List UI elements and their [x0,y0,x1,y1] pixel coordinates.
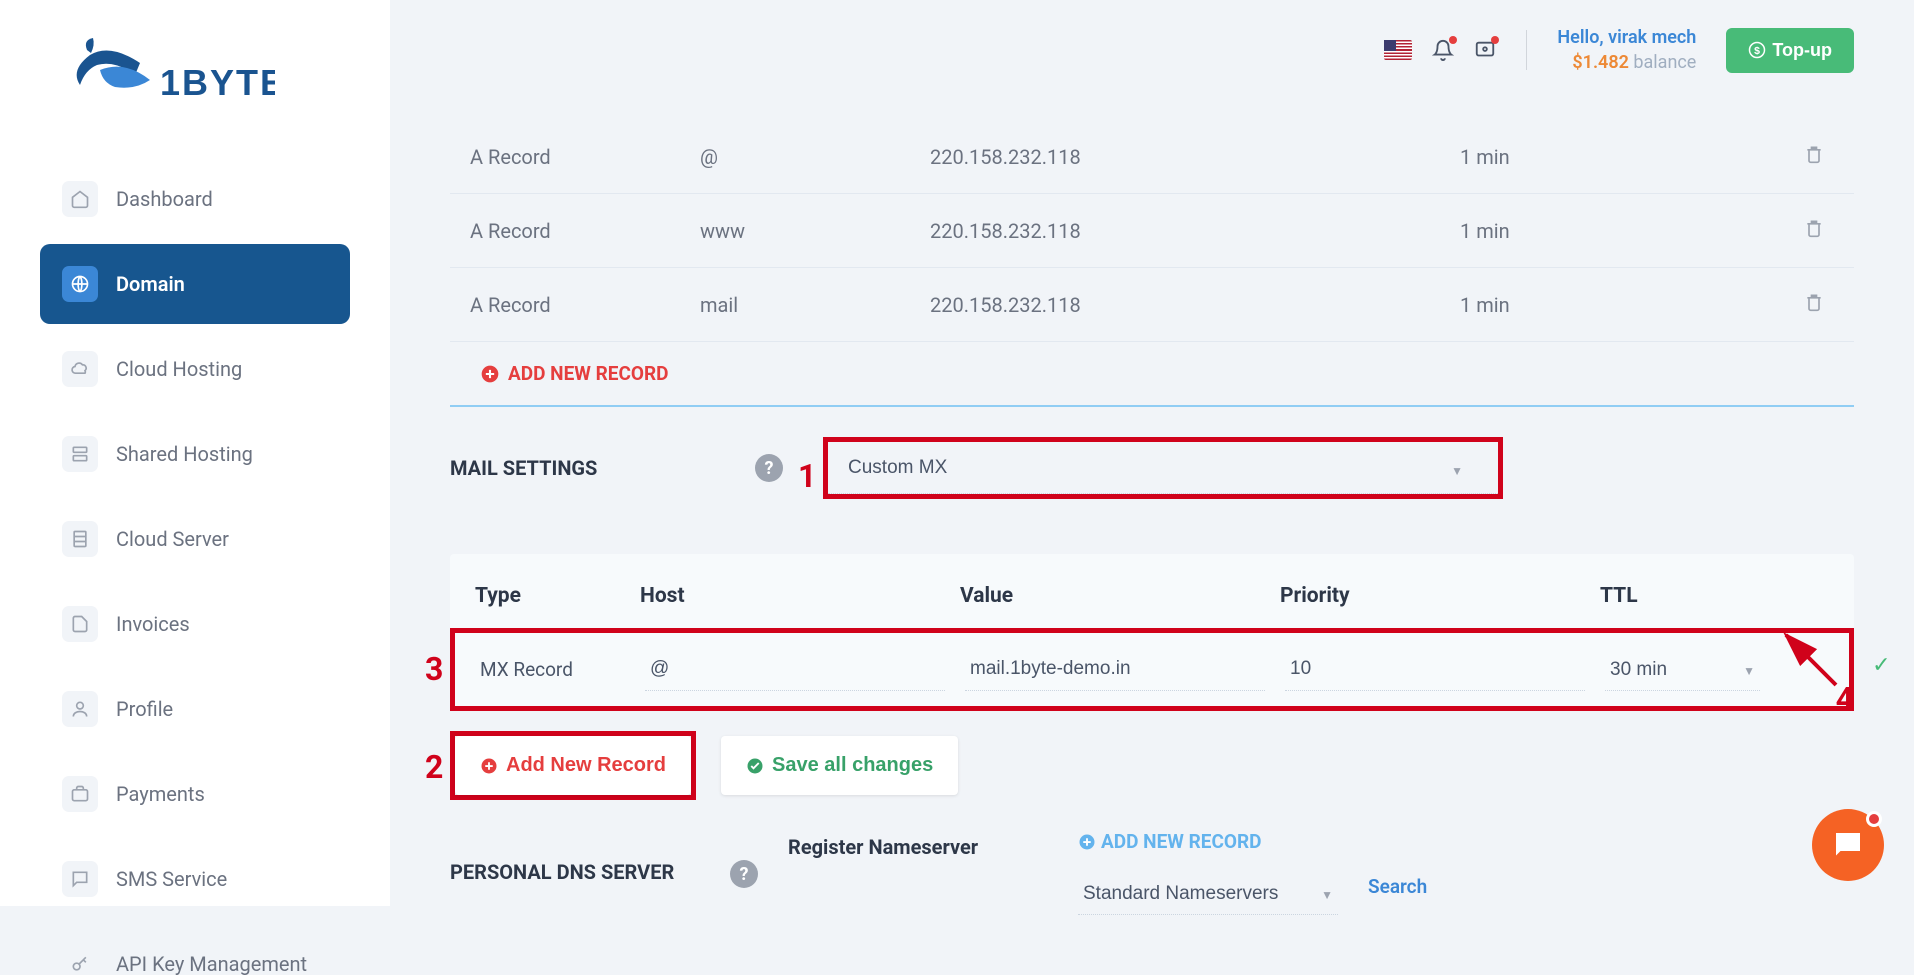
dns-record-row: A Record mail 220.158.232.118 1 min [450,268,1854,342]
topup-button[interactable]: $ Top-up [1726,28,1854,73]
nameserver-select[interactable]: Standard Nameservers [1078,873,1338,915]
mx-header-row: Type Host Value Priority TTL [450,554,1854,628]
sidebar-item-domain[interactable]: Domain [40,244,350,324]
greeting-text: Hello, virak mech [1557,25,1696,50]
chat-fab-button[interactable] [1812,809,1884,881]
annotation-3-wrap: 3 MX Record 30 min ▼ ✓ ✕ [450,628,1854,711]
sidebar-item-label: Dashboard [116,187,213,211]
mail-type-select[interactable]: Custom MX [828,442,1498,494]
sidebar-item-cloud-hosting[interactable]: Cloud Hosting [40,329,350,409]
sidebar-item-label: Shared Hosting [116,442,253,466]
dns-ttl: 1 min [1460,145,1670,169]
sidebar-item-cloud-server[interactable]: Cloud Server [40,499,350,579]
delete-icon[interactable] [1804,218,1824,243]
dns-server-section: PERSONAL DNS SERVER ? Register Nameserve… [450,800,1854,945]
file-icon [62,606,98,642]
col-host: Host [640,584,960,608]
confirm-icon[interactable]: ✓ [1872,653,1890,678]
cloud-icon [62,351,98,387]
mx-value-input[interactable] [965,648,1265,691]
col-ttl: TTL [1600,584,1829,608]
home-icon [62,181,98,217]
topbar: Hello, virak mech $1.482 balance $ Top-u… [390,0,1914,90]
sidebar: 1BYTE Dashboard Domain Cloud Hosting Shared… [0,0,390,906]
user-info: Hello, virak mech $1.482 balance [1557,25,1696,75]
mail-settings-label: MAIL SETTINGS [450,456,730,480]
mx-record-row: MX Record 30 min ▼ [455,633,1849,706]
balance-amount: $1.482 [1572,52,1629,73]
sidebar-item-label: SMS Service [116,867,227,891]
svg-text:1BYTE: 1BYTE [160,62,275,103]
sidebar-item-label: Cloud Hosting [116,357,242,381]
help-icon[interactable]: ? [755,454,783,482]
delete-icon[interactable] [1804,292,1824,317]
register-ns-label: Register Nameserver [788,835,1048,859]
mx-button-row: 2 Add New Record Save all changes [450,731,1854,800]
sidebar-item-label: Payments [116,782,205,806]
sidebar-item-profile[interactable]: Profile [40,669,350,749]
dns-type: A Record [470,293,700,317]
search-link[interactable]: Search [1368,875,1427,898]
notification-bell-icon[interactable] [1432,39,1454,61]
annotation-1-number: 1 [798,457,816,495]
add-ns-record-link[interactable]: ADD NEW RECORD [1078,830,1338,853]
dns-host: mail [700,293,930,317]
annotation-3-number: 3 [425,650,443,688]
server-stack-icon [62,436,98,472]
sidebar-item-invoices[interactable]: Invoices [40,584,350,664]
dns-value: 220.158.232.118 [930,145,1460,169]
sidebar-item-label: Profile [116,697,173,721]
mx-type-value: MX Record [480,658,645,681]
help-icon[interactable]: ? [730,860,758,888]
dns-type: A Record [470,145,700,169]
annotation-4: 4 [1836,680,1854,718]
annotation-2: Add New Record [450,731,696,800]
save-changes-button[interactable]: Save all changes [721,736,958,795]
mx-records-table: Type Host Value Priority TTL 3 MX Record… [450,554,1854,711]
col-priority: Priority [1280,584,1600,608]
sidebar-item-label: Invoices [116,612,190,636]
briefcase-icon [62,776,98,812]
mx-ttl-select[interactable]: 30 min [1605,649,1760,691]
user-icon [62,691,98,727]
brand-logo[interactable]: 1BYTE [65,35,350,124]
mx-host-input[interactable] [645,648,945,691]
chat-icon [62,861,98,897]
delete-icon[interactable] [1804,144,1824,169]
annotation-2-number: 2 [425,748,443,786]
rack-icon [62,521,98,557]
svg-text:$: $ [1754,45,1760,57]
dns-host: @ [700,145,930,169]
mail-settings-row: MAIL SETTINGS ? 1 Custom MX ▼ [450,407,1854,529]
dns-host: www [700,219,930,243]
dns-value: 220.158.232.118 [930,293,1460,317]
col-type: Type [475,584,640,608]
divider [1526,30,1527,70]
dns-type: A Record [470,219,700,243]
balance-label: balance [1633,52,1696,73]
sidebar-item-label: Domain [116,272,185,296]
dns-value: 220.158.232.118 [930,219,1460,243]
add-mx-record-button[interactable]: Add New Record [455,736,691,795]
col-value: Value [960,584,1280,608]
add-dns-record-link[interactable]: ADD NEW RECORD [450,342,1854,407]
annotation-1: 1 Custom MX ▼ [823,437,1503,499]
dns-server-label: PERSONAL DNS SERVER [450,830,700,884]
dns-record-row: A Record www 220.158.232.118 1 min [450,194,1854,268]
sidebar-item-dashboard[interactable]: Dashboard [40,159,350,239]
sidebar-item-shared-hosting[interactable]: Shared Hosting [40,414,350,494]
dns-ttl: 1 min [1460,293,1670,317]
language-flag-icon[interactable] [1384,40,1412,60]
message-icon[interactable] [1474,39,1496,61]
globe-icon [62,266,98,302]
sidebar-item-payments[interactable]: Payments [40,754,350,834]
chat-notification-dot [1866,811,1882,827]
mx-priority-input[interactable] [1285,648,1585,691]
dns-record-row: A Record @ 220.158.232.118 1 min [450,120,1854,194]
main-content: Hello, virak mech $1.482 balance $ Top-u… [390,0,1914,906]
sidebar-item-label: Cloud Server [116,527,229,551]
dns-ttl: 1 min [1460,219,1670,243]
